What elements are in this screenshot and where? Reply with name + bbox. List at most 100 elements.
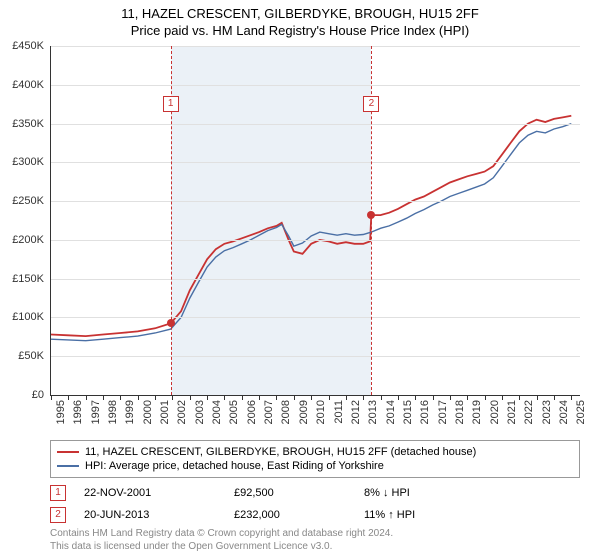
y-gridline (51, 124, 580, 125)
sale-price: £232,000 (234, 509, 364, 521)
x-tick-label: 1996 (72, 400, 84, 424)
x-tick-mark (242, 395, 243, 400)
title-address: 11, HAZEL CRESCENT, GILBERDYKE, BROUGH, … (0, 6, 600, 23)
x-tick-label: 2003 (194, 400, 206, 424)
sale-price: £92,500 (234, 487, 364, 499)
x-tick-label: 2004 (211, 400, 223, 424)
x-tick-label: 2015 (402, 400, 414, 424)
y-tick-label: £300K (12, 156, 44, 168)
legend: 11, HAZEL CRESCENT, GILBERDYKE, BROUGH, … (50, 440, 580, 478)
x-tick-mark (276, 395, 277, 400)
x-tick-mark (502, 395, 503, 400)
legend-label: HPI: Average price, detached house, East… (85, 460, 384, 472)
x-tick-label: 2009 (298, 400, 310, 424)
x-tick-label: 2011 (333, 400, 345, 424)
legend-item: HPI: Average price, detached house, East… (57, 459, 573, 473)
x-tick-label: 2022 (523, 400, 535, 424)
x-tick-label: 2016 (419, 400, 431, 424)
sale-date: 20-JUN-2013 (84, 509, 234, 521)
sale-row-badge: 1 (50, 485, 66, 501)
x-tick-label: 2020 (489, 400, 501, 424)
sale-dot (367, 211, 375, 219)
y-gridline (51, 279, 580, 280)
x-tick-mark (120, 395, 121, 400)
x-tick-mark (103, 395, 104, 400)
sale-row: 1 22-NOV-2001£92,5008% ↓ HPI (50, 482, 580, 504)
x-tick-label: 2012 (350, 400, 362, 424)
sale-marker-badge: 1 (163, 96, 179, 112)
x-tick-label: 2010 (315, 400, 327, 424)
sale-delta: 8% ↓ HPI (364, 487, 410, 499)
y-gridline (51, 46, 580, 47)
title-block: 11, HAZEL CRESCENT, GILBERDYKE, BROUGH, … (0, 0, 600, 40)
y-tick-label: £100K (12, 311, 44, 323)
legend-label: 11, HAZEL CRESCENT, GILBERDYKE, BROUGH, … (85, 446, 476, 458)
x-tick-label: 1999 (124, 400, 136, 424)
x-tick-label: 2023 (541, 400, 553, 424)
x-tick-mark (207, 395, 208, 400)
y-gridline (51, 317, 580, 318)
plot-area: £0£50K£100K£150K£200K£250K£300K£350K£400… (50, 46, 580, 396)
series-price_paid (51, 116, 571, 336)
x-tick-label: 2017 (437, 400, 449, 424)
series-hpi (51, 124, 571, 341)
x-tick-label: 2008 (280, 400, 292, 424)
x-tick-mark (138, 395, 139, 400)
y-tick-label: £450K (12, 40, 44, 52)
x-tick-mark (571, 395, 572, 400)
sale-row-badge: 2 (50, 507, 66, 523)
x-tick-mark (68, 395, 69, 400)
line-series-svg (51, 46, 581, 396)
x-tick-mark (415, 395, 416, 400)
y-gridline (51, 162, 580, 163)
x-tick-mark (86, 395, 87, 400)
x-tick-mark (398, 395, 399, 400)
x-tick-mark (259, 395, 260, 400)
x-tick-mark (537, 395, 538, 400)
sale-date: 22-NOV-2001 (84, 487, 234, 499)
x-tick-label: 2007 (263, 400, 275, 424)
x-tick-label: 2021 (506, 400, 518, 424)
y-tick-label: £250K (12, 195, 44, 207)
x-tick-mark (190, 395, 191, 400)
x-tick-label: 1997 (90, 400, 102, 424)
x-tick-mark (363, 395, 364, 400)
sale-dot (167, 319, 175, 327)
x-tick-mark (294, 395, 295, 400)
x-tick-mark (346, 395, 347, 400)
y-gridline (51, 85, 580, 86)
y-gridline (51, 356, 580, 357)
x-tick-label: 1998 (107, 400, 119, 424)
y-gridline (51, 240, 580, 241)
legend-item: 11, HAZEL CRESCENT, GILBERDYKE, BROUGH, … (57, 445, 573, 459)
x-tick-mark (485, 395, 486, 400)
x-tick-mark (467, 395, 468, 400)
x-tick-mark (155, 395, 156, 400)
x-tick-label: 2013 (367, 400, 379, 424)
x-tick-label: 2024 (558, 400, 570, 424)
x-tick-label: 2001 (159, 400, 171, 424)
x-tick-mark (224, 395, 225, 400)
x-tick-label: 2000 (142, 400, 154, 424)
sale-delta: 11% ↑ HPI (364, 509, 415, 521)
chart-area: £0£50K£100K£150K£200K£250K£300K£350K£400… (50, 46, 580, 396)
y-tick-label: £200K (12, 234, 44, 246)
title-subtitle: Price paid vs. HM Land Registry's House … (0, 23, 600, 40)
x-tick-mark (381, 395, 382, 400)
x-tick-mark (51, 395, 52, 400)
x-tick-mark (433, 395, 434, 400)
x-tick-mark (554, 395, 555, 400)
sale-marker-badge: 2 (363, 96, 379, 112)
y-tick-label: £50K (18, 350, 44, 362)
x-tick-label: 2019 (471, 400, 483, 424)
y-tick-label: £350K (12, 118, 44, 130)
x-tick-mark (311, 395, 312, 400)
footer-attribution: Contains HM Land Registry data © Crown c… (50, 528, 580, 553)
x-tick-label: 2002 (176, 400, 188, 424)
x-tick-label: 2018 (454, 400, 466, 424)
sales-table: 1 22-NOV-2001£92,5008% ↓ HPI 2 20-JUN-2013£… (50, 482, 580, 526)
x-tick-label: 1995 (55, 400, 67, 424)
y-gridline (51, 201, 580, 202)
x-tick-mark (450, 395, 451, 400)
footer-line-1: Contains HM Land Registry data © Crown c… (50, 528, 580, 541)
